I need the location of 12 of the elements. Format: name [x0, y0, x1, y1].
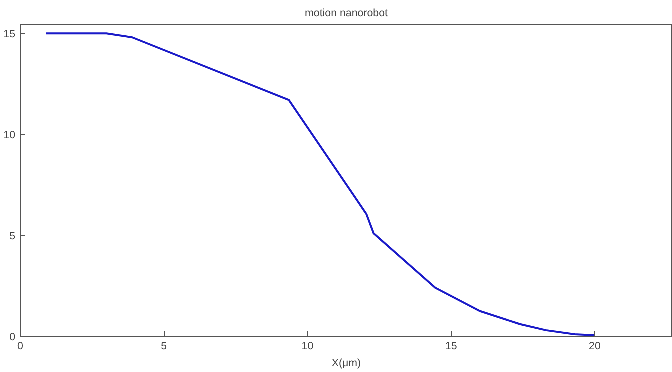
x-tick-label: 0 — [18, 340, 24, 352]
chart-title: motion nanorobot — [305, 8, 388, 20]
x-tick-label: 15 — [445, 340, 458, 352]
x-axis-title: X(μm) — [332, 358, 362, 370]
line-series — [45, 32, 596, 336]
y-tick-label: 5 — [10, 230, 16, 243]
x-tick-label: 5 — [161, 340, 168, 352]
y-tick-label: 15 — [4, 28, 16, 41]
x-tick-label: 10 — [302, 340, 314, 352]
x-tick-label: 20 — [589, 340, 601, 352]
y-tick-label: 10 — [4, 130, 16, 142]
y-tick-label: 0 — [10, 332, 16, 344]
